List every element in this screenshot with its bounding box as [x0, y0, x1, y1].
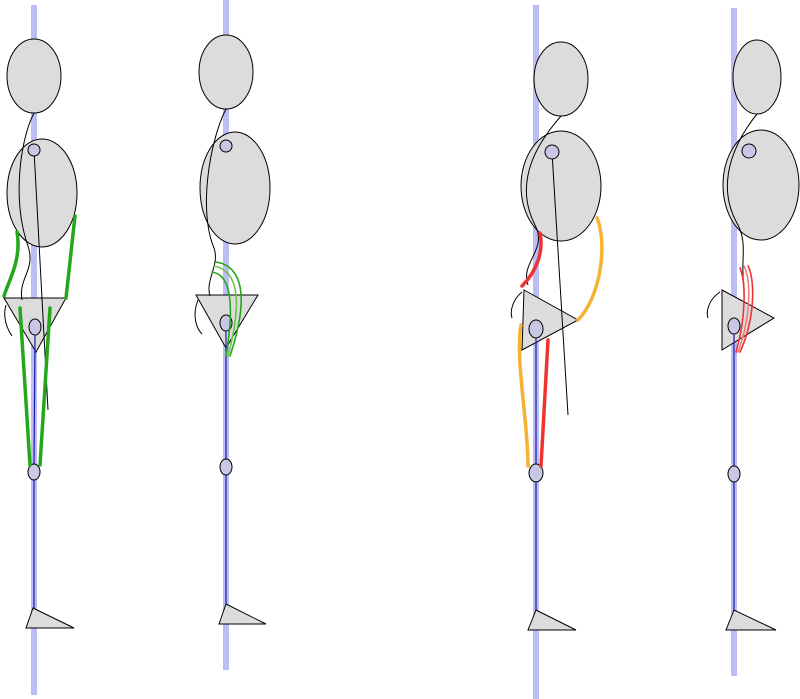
- muscle-fiber-3: [215, 261, 242, 357]
- muscle-back: [64, 214, 77, 300]
- hip-joint: [727, 317, 741, 335]
- figure-4: [706, 8, 800, 676]
- foot: [725, 609, 777, 631]
- thorax: [199, 131, 271, 245]
- neck-joint: [741, 143, 757, 159]
- thorax: [520, 130, 602, 242]
- head: [533, 41, 589, 117]
- hip-joint: [528, 319, 544, 339]
- muscle-thigh-front: [517, 323, 530, 468]
- head: [6, 38, 62, 114]
- muscle-fiber-3: [739, 265, 754, 353]
- muscle-group-green: [211, 261, 242, 357]
- spine-curve: [727, 113, 758, 286]
- muscle-fiber-1: [735, 267, 745, 353]
- muscle-abdominal: [520, 231, 543, 288]
- head: [198, 34, 254, 110]
- figure-1: [2, 5, 78, 695]
- back-curve: [510, 291, 523, 319]
- muscle-fiber-2: [737, 265, 750, 353]
- head: [732, 39, 782, 115]
- foot: [25, 607, 75, 629]
- hip-joint: [28, 318, 42, 336]
- muscle-group-red: [735, 265, 754, 353]
- muscle-group-red-orange: [517, 216, 604, 468]
- knee-joint: [219, 458, 233, 476]
- muscle-back: [576, 216, 604, 322]
- neck-joint: [27, 143, 41, 157]
- pelvis: [521, 289, 580, 351]
- muscle-group-green: [2, 214, 77, 467]
- back-curve: [194, 299, 203, 335]
- thigh: [33, 334, 36, 466]
- neck-joint: [219, 139, 233, 153]
- knee-joint: [727, 465, 741, 483]
- muscle-abdominal: [2, 230, 20, 298]
- muscle-fiber-1: [211, 271, 232, 357]
- back-curve: [4, 304, 13, 337]
- thorax: [6, 138, 78, 248]
- muscle-thigh-back: [539, 338, 550, 468]
- muscle-thigh-front: [18, 306, 32, 467]
- neck-joint: [544, 144, 560, 160]
- muscle-fiber-2: [213, 265, 238, 357]
- figure-3: [510, 5, 604, 699]
- spine-curve: [525, 115, 562, 286]
- back-curve: [706, 291, 721, 319]
- spine-curve: [205, 108, 227, 297]
- spine-curve: [18, 112, 35, 301]
- muscle-thigh-back: [38, 306, 52, 467]
- foot: [527, 609, 577, 631]
- trunk-axis: [551, 151, 569, 416]
- foot: [218, 603, 267, 625]
- figure-2: [194, 0, 271, 670]
- thorax: [722, 129, 800, 241]
